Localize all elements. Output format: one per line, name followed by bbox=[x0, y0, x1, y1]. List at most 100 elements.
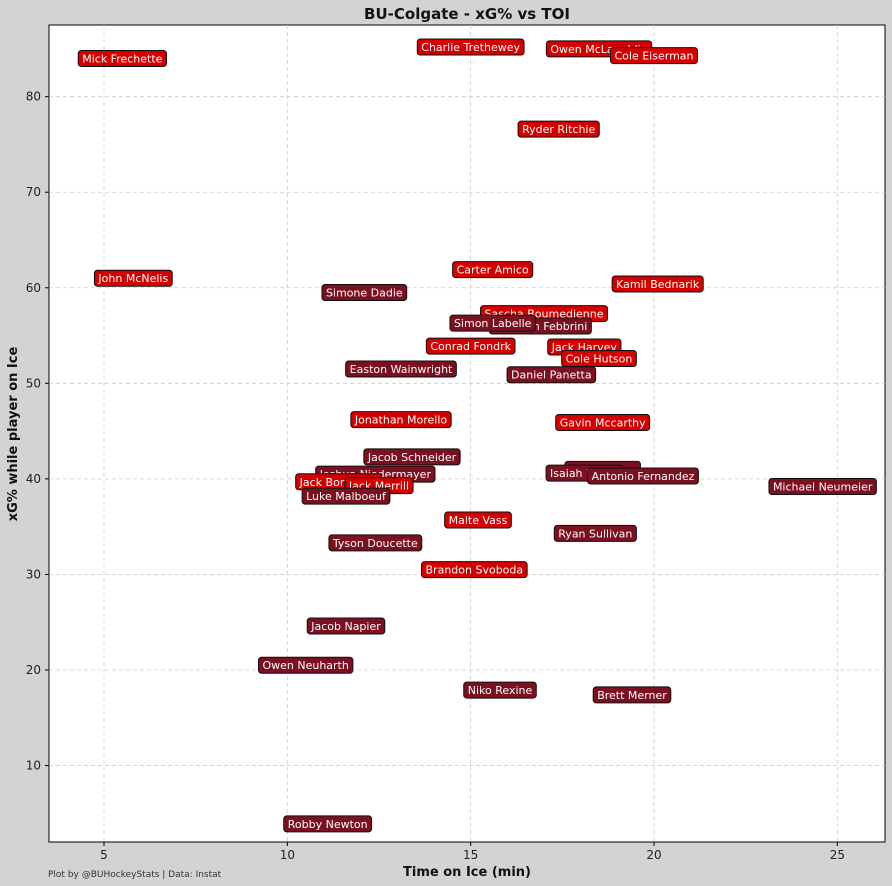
player-name: Michael Neumeier bbox=[773, 481, 873, 494]
x-tick-label: 5 bbox=[100, 848, 108, 862]
plot-area bbox=[48, 24, 886, 843]
label-box bbox=[452, 261, 534, 279]
point-label: Conrad Fondrk bbox=[425, 337, 516, 355]
point-label: Niko Rexine bbox=[463, 681, 537, 699]
x-axis-label: Time on Ice (min) bbox=[403, 865, 531, 880]
y-tick-label: 50 bbox=[26, 376, 41, 390]
y-tick-label: 20 bbox=[26, 663, 41, 677]
player-name: John McNelis bbox=[97, 272, 168, 285]
player-name: Jacob Schneider bbox=[367, 451, 457, 464]
point-label: Owen Neuharth bbox=[257, 656, 354, 674]
point-label: Carter Amico bbox=[452, 261, 534, 279]
label-box bbox=[283, 815, 373, 833]
point-label: Mick Frechette bbox=[77, 49, 167, 67]
player-name: Antonio Fernandez bbox=[592, 470, 695, 483]
point-label: Jonathan Morello bbox=[350, 411, 452, 429]
label-box bbox=[610, 47, 698, 65]
player-name: Tyson Doucette bbox=[332, 537, 418, 550]
label-box bbox=[768, 478, 877, 496]
label-box bbox=[555, 414, 651, 432]
player-name: Ryan Sullivan bbox=[558, 527, 632, 540]
point-label: Simone Dadie bbox=[321, 284, 408, 302]
x-tick-label: 15 bbox=[463, 848, 478, 862]
label-box bbox=[425, 337, 516, 355]
player-name: Charlie Trethewey bbox=[421, 41, 520, 54]
player-name: Brett Merner bbox=[597, 689, 667, 702]
label-box bbox=[321, 284, 408, 302]
point-label: John McNelis bbox=[93, 269, 173, 287]
point-label: Robby Newton bbox=[283, 815, 373, 833]
y-tick-label: 60 bbox=[26, 281, 41, 295]
label-box bbox=[77, 49, 167, 67]
label-box bbox=[587, 467, 699, 485]
chart-title: BU-Colgate - xG% vs TOI bbox=[364, 5, 570, 23]
label-box bbox=[517, 120, 600, 138]
point-label: Cole Eiserman bbox=[610, 47, 698, 65]
point-label: Kamil Bednarik bbox=[611, 275, 704, 293]
y-tick-label: 80 bbox=[26, 90, 41, 104]
player-name: Cole Hutson bbox=[566, 352, 633, 365]
point-label: Michael Neumeier bbox=[768, 478, 877, 496]
point-label: Jacob Napier bbox=[306, 617, 386, 635]
player-name: Mick Frechette bbox=[82, 52, 162, 65]
player-name: Carter Amico bbox=[457, 264, 529, 277]
label-box bbox=[328, 534, 423, 552]
player-name: Malte Vass bbox=[449, 514, 508, 527]
label-box bbox=[257, 656, 354, 674]
point-label: Ryder Ritchie bbox=[517, 120, 600, 138]
player-name: Simon Labelle bbox=[454, 317, 532, 330]
label-box bbox=[363, 448, 461, 466]
point-label: Easton Wainwright bbox=[345, 360, 457, 378]
player-name: Simone Dadie bbox=[326, 287, 403, 300]
label-box bbox=[506, 366, 597, 384]
grid-lines bbox=[49, 25, 885, 842]
player-name: Jacob Napier bbox=[310, 620, 381, 633]
label-box bbox=[93, 269, 173, 287]
point-label: Jacob Schneider bbox=[363, 448, 461, 466]
point-label: Daniel Panetta bbox=[506, 366, 597, 384]
y-tick-label: 40 bbox=[26, 472, 41, 486]
point-label: Ryan Sullivan bbox=[553, 524, 637, 542]
label-box bbox=[416, 38, 525, 56]
label-box bbox=[463, 681, 537, 699]
label-box bbox=[345, 360, 457, 378]
player-name: Robby Newton bbox=[288, 818, 368, 831]
player-name: Niko Rexine bbox=[468, 684, 533, 697]
x-axis-ticks: 5 10 15 20 25 bbox=[100, 842, 845, 862]
player-name: Daniel Panetta bbox=[511, 369, 592, 382]
x-tick-label: 25 bbox=[830, 848, 845, 862]
point-label: Tyson Doucette bbox=[328, 534, 423, 552]
y-tick-label: 10 bbox=[26, 759, 41, 773]
label-box bbox=[611, 275, 704, 293]
player-name: Jonathan Morello bbox=[354, 414, 448, 427]
label-box bbox=[553, 524, 637, 542]
point-label: Malte Vass bbox=[444, 511, 512, 529]
y-tick-label: 30 bbox=[26, 567, 41, 581]
player-name: Brandon Svoboda bbox=[426, 564, 524, 577]
label-box bbox=[592, 686, 672, 704]
player-name: Ryder Ritchie bbox=[522, 123, 595, 136]
label-box bbox=[306, 617, 386, 635]
point-label: Brandon Svoboda bbox=[421, 561, 528, 579]
point-label: Simon Labelle bbox=[449, 314, 536, 332]
player-name: Easton Wainwright bbox=[350, 363, 453, 376]
label-box bbox=[444, 511, 512, 529]
credit-text: Plot by @BUHockeyStats | Data: Instat bbox=[48, 870, 222, 880]
player-name: Gavin Mccarthy bbox=[560, 417, 646, 430]
y-axis-label: xG% while player on Ice bbox=[6, 347, 21, 522]
y-axis-ticks: 10 20 30 40 50 60 70 80 bbox=[26, 90, 49, 773]
point-label: Charlie Trethewey bbox=[416, 38, 525, 56]
player-name: Conrad Fondrk bbox=[430, 340, 511, 353]
x-tick-label: 20 bbox=[646, 848, 661, 862]
point-label: Antonio Fernandez bbox=[587, 467, 699, 485]
player-name: Owen Neuharth bbox=[262, 659, 348, 672]
point-label: Brett Merner bbox=[592, 686, 672, 704]
label-box bbox=[301, 487, 391, 505]
player-name: Luke Malboeuf bbox=[306, 490, 387, 503]
player-name: Kamil Bednarik bbox=[616, 278, 700, 291]
label-box bbox=[449, 314, 536, 332]
x-tick-label: 10 bbox=[280, 848, 295, 862]
player-name: Cole Eiserman bbox=[615, 50, 694, 63]
